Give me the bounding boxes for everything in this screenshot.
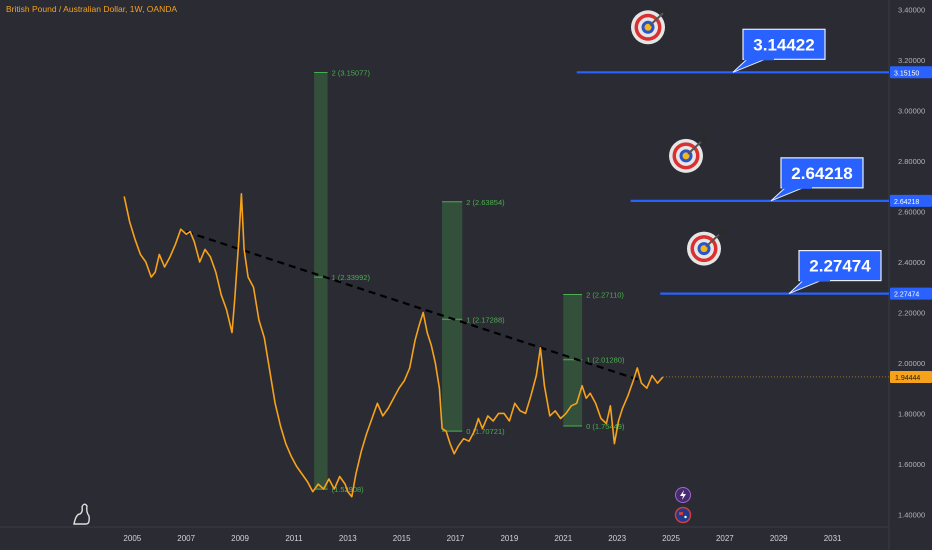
target-icon	[669, 135, 707, 173]
x-tick-label: 2031	[824, 534, 842, 543]
fib-projections: 2 (3.15077)1 (2.33992)(1.52908)2 (2.6385…	[314, 68, 625, 494]
icon-layer	[73, 7, 725, 525]
target-axis-tag	[890, 287, 932, 300]
chart-title: British Pound / Australian Dollar, 1W, O…	[6, 4, 178, 14]
x-tick-label: 2011	[285, 534, 303, 543]
target-icon	[631, 7, 669, 45]
y-tick-label: 2.20000	[898, 308, 925, 317]
fib-projection-box	[442, 201, 463, 432]
tradingview-logo-icon	[73, 503, 90, 525]
dart-flight	[661, 7, 669, 16]
x-tick-label: 2027	[716, 534, 734, 543]
target-callout-label: 2.64218	[791, 164, 852, 183]
target-icon	[687, 228, 725, 266]
x-tick-label: 2017	[447, 534, 465, 543]
y-tick-label: 2.60000	[898, 207, 925, 216]
target-icon-ring	[682, 152, 690, 160]
lightning-icon	[675, 487, 691, 503]
x-tick-label: 2019	[500, 534, 518, 543]
fib-level-label: 0 (1.70721)	[466, 427, 505, 436]
x-tick-label: 2005	[123, 534, 141, 543]
y-tick-label: 3.40000	[898, 6, 925, 15]
trendline-layer	[185, 230, 642, 382]
y-tick-label: 1.60000	[898, 460, 925, 469]
target-layer: 1.94444 3.14422 3.15150 2.64218 2.64218 2.274…	[576, 28, 932, 383]
y-tick-label: 3.00000	[898, 107, 925, 116]
x-tick-label: 2015	[393, 534, 411, 543]
fib-level-label: 2 (3.15077)	[332, 68, 371, 77]
target-axis-tag	[890, 194, 932, 207]
target-axis-label: 3.15150	[894, 70, 919, 77]
target-callout-label: 3.14422	[753, 35, 814, 54]
y-tick-label: 1.80000	[898, 409, 925, 418]
fib-level-label: 1 (2.01280)	[586, 356, 625, 365]
x-tick-label: 2023	[608, 534, 626, 543]
x-tick-label: 2025	[662, 534, 680, 543]
flag-icon-mark	[679, 512, 683, 515]
fib-level-label: 0 (1.75449)	[586, 422, 625, 431]
y-tick-label: 2.80000	[898, 157, 925, 166]
target-callout-joint	[744, 57, 774, 61]
dart-flight	[717, 228, 725, 237]
y-tick-label: 3.20000	[898, 56, 925, 65]
dart-shaft	[705, 233, 720, 248]
target-callout-label: 2.27474	[809, 257, 871, 276]
y-tick-label: 2.40000	[898, 258, 925, 267]
x-tick-label: 2021	[554, 534, 572, 543]
target-callout-box	[742, 28, 826, 60]
target-callout-pointer	[732, 58, 766, 73]
target-axis-label: 2.64218	[894, 199, 919, 206]
price-series	[123, 193, 664, 498]
x-tick-label: 2007	[177, 534, 195, 543]
target-icon-ring	[644, 23, 652, 31]
dart-shaft	[687, 141, 702, 155]
target-axis-tag	[890, 66, 932, 79]
x-tick-label: 2009	[231, 534, 249, 543]
flag-icon	[674, 506, 692, 524]
fib-level-label: 1 (2.33992)	[332, 273, 371, 282]
target-callout-pointer	[788, 280, 822, 295]
target-callout-joint	[782, 185, 812, 189]
flag-icon-star	[684, 515, 687, 519]
x-tick-label: 2013	[339, 534, 357, 543]
target-callout-pointer	[770, 187, 804, 202]
fib-projection-box	[563, 294, 583, 427]
fib-level-label: 2 (2.63854)	[466, 198, 505, 207]
tradingview-logo-shape	[73, 503, 90, 525]
target-callout-box	[798, 249, 882, 282]
time-axis[interactable]: 2005 2007 2009 2011 2013 2015 2017 2019 2021 2023…	[123, 534, 842, 543]
dart-shaft	[649, 12, 664, 27]
dart-flight	[699, 135, 707, 144]
target-axis-label: 2.27474	[894, 292, 919, 299]
target-icon-ring	[700, 245, 708, 253]
fib-level-label: 1 (2.17288)	[466, 315, 505, 324]
current-price-label: 1.94444	[895, 375, 920, 382]
fib-level-label: 2 (2.27110)	[586, 291, 624, 300]
x-tick-label: 2029	[770, 534, 788, 543]
gbpaud-price-line	[123, 193, 664, 498]
price-axis[interactable]: 3.40000 3.20000 3.00000 2.80000 2.60000 2.400…	[898, 6, 925, 520]
target-callout-box	[780, 157, 864, 189]
lightning-bolt	[680, 490, 686, 500]
y-tick-label: 2.00000	[898, 359, 925, 368]
y-tick-label: 1.40000	[898, 510, 925, 519]
current-price-tag	[890, 370, 932, 383]
target-callout-joint	[800, 278, 830, 282]
dashed-trendline	[185, 230, 642, 382]
fib-projection-box	[314, 72, 328, 490]
